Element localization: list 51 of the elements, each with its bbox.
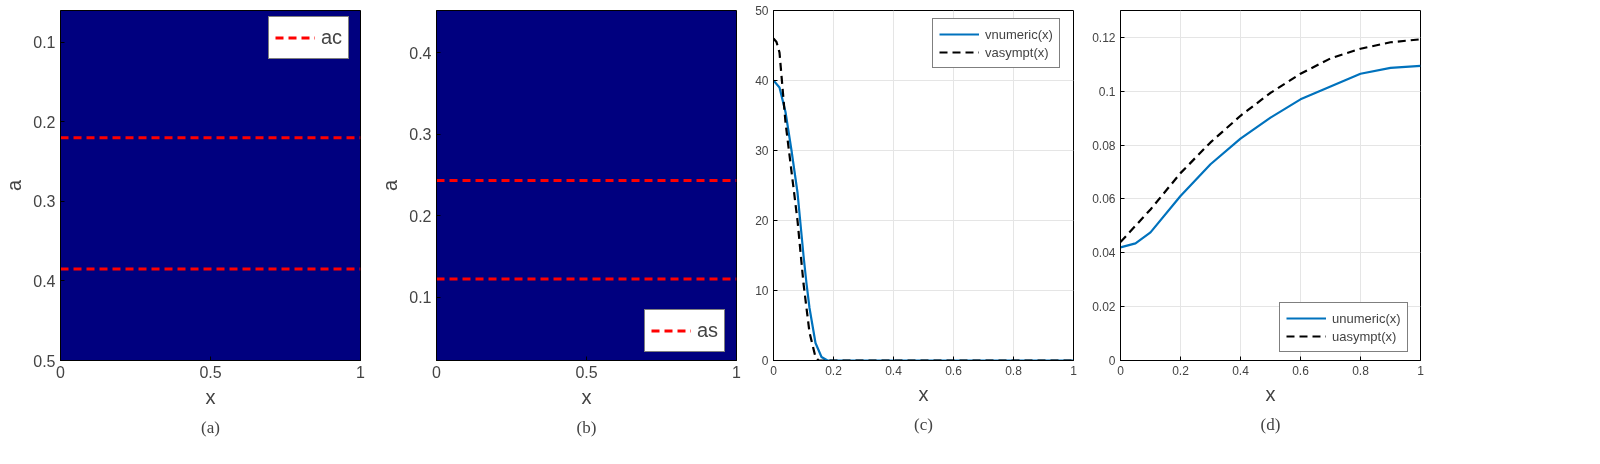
- x-tick-label: 0.4: [885, 363, 903, 378]
- y-axis-title: a: [379, 179, 402, 192]
- x-axis-title: x: [205, 385, 216, 408]
- y-tick-label: 50: [755, 4, 769, 18]
- text: (a): [201, 417, 220, 437]
- x-tick-label: 0.2: [1172, 363, 1190, 378]
- y-tick-label: 0.4: [33, 272, 56, 290]
- x-axis-title: x: [918, 382, 929, 405]
- legend-label: ac: [321, 25, 343, 50]
- y-tick-label: 20: [755, 214, 769, 228]
- y-tick-label: 0.1: [409, 289, 432, 307]
- y-tick-label: 0.1: [33, 34, 56, 52]
- x-tick-label: 0.8: [1352, 363, 1370, 378]
- y-tick-label: 0.1: [1098, 84, 1116, 99]
- legend-label: unumeric(x): [1332, 309, 1401, 327]
- text: (d): [1260, 414, 1281, 434]
- y-tick-label: 0.04: [1092, 246, 1116, 261]
- y-axis-title: a: [3, 179, 26, 192]
- y-tick-label: 0.08: [1092, 138, 1116, 153]
- y-tick-label: 0.12: [1092, 30, 1116, 45]
- y-tick-label: 0.02: [1092, 300, 1116, 315]
- legend-label: uasympt(x): [1332, 327, 1397, 345]
- y-tick-label: 0: [1108, 354, 1116, 368]
- legend-label: vasympt(x): [985, 43, 1049, 61]
- legend-label: vnumeric(x): [985, 25, 1053, 43]
- x-tick-label: 0.5: [575, 363, 598, 381]
- y-tick-label: 0.3: [409, 126, 432, 144]
- y-tick-label: 0.2: [409, 207, 432, 225]
- x-tick-label: 1: [1417, 363, 1425, 378]
- y-tick-label: 0.2: [33, 113, 56, 131]
- x-tick-label: 1: [732, 363, 742, 381]
- y-tick-label: 0.4: [409, 44, 432, 62]
- y-tick-label: 40: [755, 74, 769, 88]
- legend-label: as: [697, 318, 719, 343]
- x-tick-label: 1: [1070, 363, 1078, 378]
- text: (c): [914, 414, 933, 434]
- x-tick-label: 0.8: [1005, 363, 1023, 378]
- x-axis-title: x: [581, 385, 592, 408]
- x-tick-label: 0.6: [1292, 363, 1310, 378]
- x-tick-label: 0.6: [945, 363, 963, 378]
- text: (b): [576, 417, 597, 437]
- y-tick-label: 0.3: [33, 193, 56, 211]
- y-tick-label: 30: [755, 144, 769, 158]
- x-tick-label: 0.5: [199, 363, 222, 381]
- y-tick-label: 10: [755, 284, 769, 298]
- x-tick-label: 0.4: [1232, 363, 1250, 378]
- x-tick-label: 0.2: [825, 363, 843, 378]
- y-tick-label: 0.06: [1092, 192, 1116, 207]
- x-axis-title: x: [1265, 382, 1276, 405]
- x-tick-label: 1: [356, 363, 366, 381]
- y-tick-label: 0: [761, 354, 769, 368]
